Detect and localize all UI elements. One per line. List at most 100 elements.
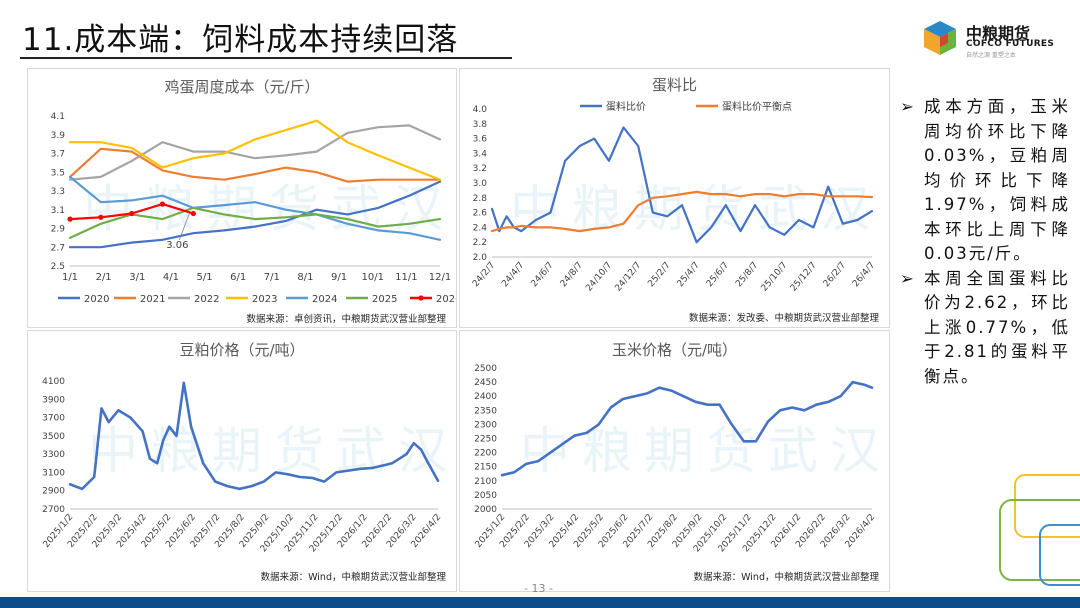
chart-panel-soymeal-price: 中粮期货武汉 豆粕价格（元/吨） 2700 2900 3100 3300 3500 3700… <box>27 330 457 592</box>
y-tick-label: 4.1 <box>51 112 65 122</box>
x-tick-label: 5/1 <box>196 272 212 283</box>
series-line <box>68 147 442 183</box>
y-tick-label: 2.8 <box>473 194 488 204</box>
y-tick-label: 3500 <box>42 432 65 442</box>
egg-feed-ratio-chart: 蛋料比 2.0 2.2 2.4 2.6 2.8 3.0 3.2 3.4 3.6 3.8 4.0 24/2… <box>471 76 880 324</box>
chart-title: 蛋料比 <box>652 76 697 94</box>
x-tick-label: 25/8/7 <box>734 261 760 290</box>
series-line <box>500 380 874 477</box>
y-tick-label: 4.0 <box>473 105 488 115</box>
watermark: 中粮期货武汉 <box>520 422 892 480</box>
x-tick-label: 24/10/7 <box>584 261 614 294</box>
series-line <box>68 180 442 249</box>
chart-title: 鸡蛋周度成本（元/斤） <box>164 78 319 96</box>
x-tick-label: 4/1 <box>163 272 179 283</box>
y-tick-label: 4100 <box>42 377 65 387</box>
y-tick-label: 2150 <box>474 463 497 473</box>
legend-label: 2020 <box>84 294 109 305</box>
y-tick-label: 2.6 <box>473 209 488 219</box>
x-tick-label: 12/1 <box>429 272 451 283</box>
legend-marker <box>418 295 424 301</box>
legend-label: 2024 <box>312 294 337 305</box>
soymeal-price-chart: 豆粕价格（元/吨） 2700 2900 3100 3300 3500 3700 3900 410… <box>42 341 447 583</box>
x-tick-label: 3/1 <box>129 272 145 283</box>
x-tick-label: 8/1 <box>297 272 313 283</box>
y-tick-label: 2400 <box>474 392 497 402</box>
annotation-label: 3.06 <box>166 240 188 251</box>
y-tick-label: 2350 <box>474 406 497 416</box>
series-line <box>490 190 874 233</box>
series-line <box>490 126 874 244</box>
summary-item-cost: ➢ 成本方面，玉米周均价环比下降0.03%，豆粕周均价环比下降1.97%，饲料成… <box>900 95 1070 267</box>
egg-cost-chart: 鸡蛋周度成本（元/斤） 2.5 2.7 2.9 3.1 3.3 3.5 3.7 3.9 4.1 1/… <box>51 78 456 325</box>
series-marker <box>159 201 166 207</box>
summary-text: ➢ 成本方面，玉米周均价环比下降0.03%，豆粕周均价环比下降1.97%，饲料成… <box>900 95 1070 389</box>
page-title: 11.成本端：饲料成本持续回落 <box>22 22 459 58</box>
legend-label: 2026 <box>436 294 456 305</box>
x-tick-label: 26/4/7 <box>851 261 877 290</box>
y-tick-label: 3300 <box>42 450 65 460</box>
x-tick-label: 26/2/7 <box>822 261 848 290</box>
chart-title: 玉米价格（元/吨） <box>612 341 737 359</box>
y-tick-label: 3.0 <box>473 179 488 189</box>
legend-label: 2023 <box>252 294 277 305</box>
y-tick-label: 2250 <box>474 435 497 445</box>
x-tick-label: 25/2/7 <box>646 261 672 290</box>
y-tick-label: 2.9 <box>51 225 66 235</box>
logo-chinese-name: 中粮期货 <box>966 24 1031 43</box>
x-tick-label: 24/6/7 <box>529 261 555 290</box>
series-line <box>68 381 440 491</box>
x-tick-label: 1/1 <box>62 272 78 283</box>
summary-item-text: 本周全国蛋料比价为2.62，环比上涨0.77%，低于2.81的蛋料平衡点。 <box>924 268 1070 386</box>
legend-label: 2021 <box>140 294 165 305</box>
x-tick-label: 25/6/7 <box>705 261 731 290</box>
data-source-note: 数据来源：Wind，中粮期货武汉营业部整理 <box>261 571 447 583</box>
y-tick-label: 2100 <box>474 477 497 487</box>
arrow-bullet-icon: ➢ <box>900 268 916 288</box>
summary-item-text: 成本方面，玉米周均价环比下降0.03%，豆粕周均价环比下降1.97%，饲料成本环… <box>924 97 1070 263</box>
chart-panel-egg-cost: 中粮期货武汉 鸡蛋周度成本（元/斤） 2.5 2.7 2.9 3.1 3.3 3.5 3.7 3… <box>27 68 457 328</box>
y-tick-label: 2.7 <box>51 243 65 253</box>
y-tick-label: 3.9 <box>51 131 66 141</box>
y-tick-label: 3.1 <box>51 206 65 216</box>
y-tick-label: 2300 <box>474 420 497 430</box>
y-tick-label: 3.2 <box>473 164 487 174</box>
x-tick-label: 24/8/7 <box>559 261 585 290</box>
data-source-note: 数据来源：卓创资讯，中粮期货武汉营业部整理 <box>246 313 446 325</box>
series-marker <box>67 216 73 222</box>
series-marker <box>190 210 196 217</box>
y-tick-label: 3.7 <box>51 150 65 160</box>
decorative-corner-lines <box>999 474 1080 586</box>
x-tick-label: 2/1 <box>96 272 112 283</box>
y-tick-label: 3100 <box>42 468 65 478</box>
y-tick-label: 2450 <box>474 378 497 388</box>
series-line <box>68 119 442 181</box>
x-tick-label: 25/12/7 <box>789 261 819 294</box>
series-marker <box>129 210 135 217</box>
annotation-leader-line <box>178 213 190 241</box>
logo-english-name: COFCO FUTURES <box>966 39 1055 49</box>
y-tick-label: 3900 <box>42 395 65 405</box>
y-tick-label: 3.3 <box>51 187 65 197</box>
y-tick-label: 3.4 <box>473 149 488 159</box>
y-tick-label: 2050 <box>474 491 497 501</box>
data-source-note: 数据来源：Wind，中粮期货武汉营业部整理 <box>694 571 880 583</box>
y-tick-label: 2.0 <box>473 253 488 263</box>
y-tick-label: 3.5 <box>51 168 65 178</box>
logo-slogan: 自然之源 重塑之本 <box>966 52 1016 59</box>
x-tick-label: 10/1 <box>361 272 383 283</box>
x-tick-label: 25/4/7 <box>676 261 702 290</box>
series-line <box>68 175 442 241</box>
chart-title: 豆粕价格（元/吨） <box>179 341 304 359</box>
y-tick-label: 2.2 <box>473 238 487 248</box>
x-tick-label: 11/1 <box>395 272 417 283</box>
y-tick-label: 3700 <box>42 414 65 424</box>
page-number: - 13 - <box>524 582 553 595</box>
y-tick-label: 3.8 <box>473 120 488 130</box>
arrow-bullet-icon: ➢ <box>900 97 916 116</box>
x-tick-label: 9/1 <box>331 272 347 283</box>
summary-item-ratio: ➢ 本周全国蛋料比价为2.62，环比上涨0.77%，低于2.81的蛋料平衡点。 <box>900 267 1070 390</box>
data-source-note: 数据来源：发改委、中粮期货武汉营业部整理 <box>689 312 880 324</box>
chart-panel-corn-price: 中粮期货武汉 玉米价格（元/吨） 2000 2050 2100 2150 2200 2250… <box>459 330 890 592</box>
y-tick-label: 2.4 <box>473 223 488 233</box>
